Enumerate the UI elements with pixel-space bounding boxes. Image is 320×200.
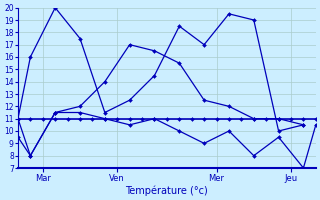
X-axis label: Température (°c): Température (°c) — [125, 185, 208, 196]
